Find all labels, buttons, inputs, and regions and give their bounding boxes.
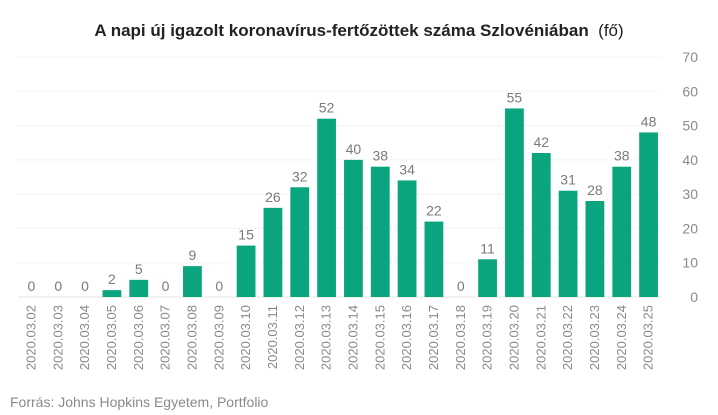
bar xyxy=(639,132,658,297)
chart-title-text: A napi új igazolt koronavírus-fertőzötte… xyxy=(94,21,588,40)
bar xyxy=(236,245,256,297)
x-tick-label: 2020.03.18 xyxy=(453,305,468,370)
x-tick-label: 2020.03.25 xyxy=(641,305,656,370)
y-tick-label: 20 xyxy=(682,220,698,236)
x-tick-label: 2020.03.21 xyxy=(533,305,548,370)
y-tick-label: 50 xyxy=(682,118,698,134)
x-tick-label: 2020.03.11 xyxy=(265,305,280,369)
gridlines xyxy=(18,56,662,298)
x-tick-label: 2020.03.05 xyxy=(104,305,119,370)
chart-title: A napi új igazolt koronavírus-fertőzötte… xyxy=(94,21,623,40)
x-tick-label: 2020.03.16 xyxy=(399,305,414,370)
x-axis: 2020.03.02 2020.03.03 2020.03.04 2020.03.05… xyxy=(23,305,655,370)
chart-title-unit: (fő) xyxy=(598,21,624,40)
bars xyxy=(102,108,658,297)
data-label: 0 xyxy=(54,278,62,294)
data-label: 55 xyxy=(507,89,523,105)
bar xyxy=(612,166,632,297)
y-tick-label: 70 xyxy=(682,49,698,65)
bar xyxy=(531,153,551,297)
x-tick-label: 2020.03.06 xyxy=(131,305,146,370)
data-label: 22 xyxy=(426,203,442,219)
y-tick-label: 40 xyxy=(682,152,698,168)
data-label: 34 xyxy=(399,161,415,177)
data-label: 52 xyxy=(319,100,335,116)
bar xyxy=(558,190,578,297)
x-tick-label: 2020.03.23 xyxy=(587,305,602,370)
bar xyxy=(129,279,149,297)
x-tick-label: 2020.03.10 xyxy=(238,305,253,370)
bar xyxy=(397,180,417,297)
bar xyxy=(183,266,202,297)
data-label: 0 xyxy=(162,278,170,294)
data-label: 5 xyxy=(135,261,143,277)
bar xyxy=(505,108,524,297)
data-label: 48 xyxy=(641,113,657,129)
bar xyxy=(102,290,122,297)
data-label: 40 xyxy=(346,141,362,157)
data-label: 32 xyxy=(292,168,308,184)
data-label: 0 xyxy=(28,278,36,294)
data-label: 2 xyxy=(108,271,116,287)
bar xyxy=(424,221,444,297)
bar xyxy=(585,201,605,297)
data-label: 11 xyxy=(480,240,495,256)
bar xyxy=(370,166,390,297)
x-tick-label: 2020.03.12 xyxy=(292,305,307,370)
x-tick-label: 2020.03.22 xyxy=(560,305,575,370)
y-axis: 0 10 20 30 40 50 60 70 xyxy=(682,49,698,305)
y-tick-label: 10 xyxy=(682,255,698,271)
x-tick-label: 2020.03.03 xyxy=(50,305,65,370)
y-tick-label: 60 xyxy=(682,83,698,99)
data-label: 26 xyxy=(265,189,281,205)
data-labels: 0 0 0 2 5 0 9 0 15 26 32 52 40 38 34 22 0 11 55 42 31 28 38 48 xyxy=(28,89,657,294)
y-tick-label: 0 xyxy=(690,289,698,305)
bar xyxy=(263,207,283,297)
bar xyxy=(344,159,363,297)
data-label: 38 xyxy=(614,148,630,164)
bar xyxy=(317,118,336,297)
data-label: 15 xyxy=(238,227,254,243)
x-tick-label: 2020.03.24 xyxy=(614,305,629,370)
x-tick-label: 2020.03.17 xyxy=(426,305,441,370)
x-tick-label: 2020.03.14 xyxy=(345,305,360,370)
data-label: 9 xyxy=(189,247,197,263)
data-label: 0 xyxy=(81,278,89,294)
x-tick-label: 2020.03.08 xyxy=(184,305,199,370)
x-tick-label: 2020.03.20 xyxy=(506,305,521,370)
data-label: 28 xyxy=(587,182,603,198)
data-label: 0 xyxy=(457,278,465,294)
x-tick-label: 2020.03.19 xyxy=(480,305,495,370)
x-tick-label: 2020.03.02 xyxy=(23,305,38,370)
x-tick-label: 2020.03.07 xyxy=(158,305,173,370)
data-label: 31 xyxy=(560,172,576,188)
data-label: 38 xyxy=(372,148,388,164)
bar xyxy=(290,187,310,297)
bar xyxy=(478,259,497,297)
source-note: Forrás: Johns Hopkins Egyetem, Portfolio xyxy=(10,394,269,410)
x-tick-label: 2020.03.04 xyxy=(77,305,92,370)
x-tick-label: 2020.03.13 xyxy=(319,305,334,370)
data-label: 0 xyxy=(215,278,223,294)
x-tick-label: 2020.03.15 xyxy=(372,305,387,370)
x-tick-label: 2020.03.09 xyxy=(211,305,226,370)
data-label: 42 xyxy=(533,134,549,150)
y-tick-label: 30 xyxy=(682,186,698,202)
